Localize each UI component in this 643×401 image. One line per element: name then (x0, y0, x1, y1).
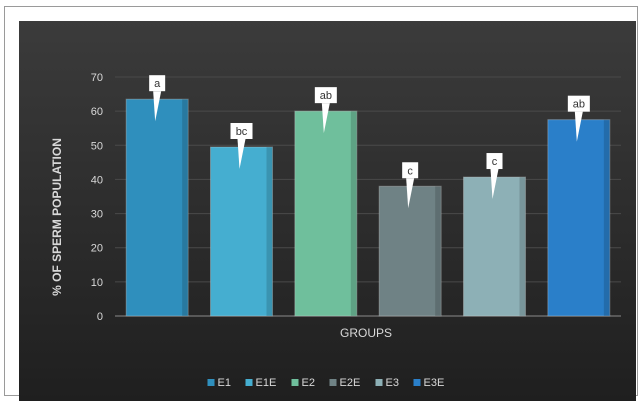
bar-e1e (210, 146, 273, 317)
callout-box (230, 122, 253, 139)
legend-item-e1: E1 (207, 377, 231, 389)
bar-shade (519, 177, 526, 316)
bars (125, 98, 611, 317)
y-tick-label: 40 (91, 174, 103, 186)
callout-box (567, 95, 590, 112)
bar-shade (350, 111, 357, 317)
callout-e2e: c (402, 162, 419, 209)
bar-e2e (378, 185, 442, 317)
legend: E1 E1E E2 E2E E3 E3E (207, 377, 445, 389)
y-tick-label: 0 (97, 311, 103, 323)
y-tick-label: 30 (91, 209, 103, 221)
legend-item-e2e: E2E (329, 377, 361, 389)
callout-label: ab (320, 90, 332, 102)
callout-e1: a (149, 75, 166, 122)
y-tick-label: 60 (91, 106, 103, 118)
legend-item-e1e: E1E (245, 377, 277, 389)
callout-box (486, 153, 503, 170)
bar-shade (603, 119, 610, 316)
legend-swatch (375, 379, 383, 386)
callout-label: c (407, 165, 413, 177)
legend-item-e3: E3 (375, 377, 399, 389)
legend-label: E3E (424, 377, 445, 389)
callout-pointer (153, 91, 162, 122)
callout-e2: ab (314, 87, 337, 134)
legend-swatch (245, 379, 253, 386)
legend-item-e3e: E3E (413, 377, 445, 389)
chart-area: 0 10 20 30 40 50 60 70 a bc ab c c ab % OF SPERM POP… (19, 21, 636, 401)
legend-label: E1E (256, 377, 277, 389)
callout-label: bc (236, 126, 248, 138)
legend-swatch (291, 379, 299, 386)
legend-swatch (207, 379, 215, 386)
callout-pointer (406, 178, 415, 209)
bar-e3e (547, 119, 611, 317)
y-tick-label: 20 (91, 243, 103, 255)
y-axis-label: % OF SPERM POPULATION (50, 138, 64, 296)
y-tick-label: 70 (91, 72, 103, 84)
bar-shade (266, 146, 273, 316)
callout-pointer (237, 138, 246, 169)
callout-e1e: bc (230, 122, 253, 169)
legend-label: E2E (340, 377, 361, 389)
callout-e3e: ab (567, 95, 590, 142)
y-tick-labels: 0 10 20 30 40 50 60 70 (91, 72, 103, 323)
bar-shade (435, 186, 442, 316)
callout-box (314, 87, 337, 104)
bar-shade (182, 99, 189, 316)
callout-box (149, 75, 166, 92)
callout-label: a (154, 78, 161, 90)
bar-e2 (294, 110, 358, 317)
callout-label: c (492, 156, 498, 168)
legend-label: E2 (302, 377, 315, 389)
callout-box (402, 162, 419, 179)
callout-pointer (490, 169, 499, 200)
legend-swatch (329, 379, 337, 386)
bar-e3 (463, 176, 526, 317)
legend-label: E3 (386, 377, 399, 389)
legend-swatch (413, 379, 421, 386)
gridlines (115, 76, 621, 317)
y-tick-label: 10 (91, 277, 103, 289)
callout-label: ab (573, 99, 585, 111)
y-tick-label: 50 (91, 140, 103, 152)
legend-item-e2: E2 (291, 377, 315, 389)
bar-e1 (125, 98, 189, 317)
callout-pointer (321, 103, 330, 134)
x-axis-label: GROUPS (340, 326, 392, 340)
callout-pointer (574, 111, 583, 142)
chart-frame: 0 10 20 30 40 50 60 70 a bc ab c c ab % OF SPERM POP… (4, 6, 638, 401)
legend-label: E1 (218, 377, 231, 389)
callout-e3: c (486, 153, 503, 200)
